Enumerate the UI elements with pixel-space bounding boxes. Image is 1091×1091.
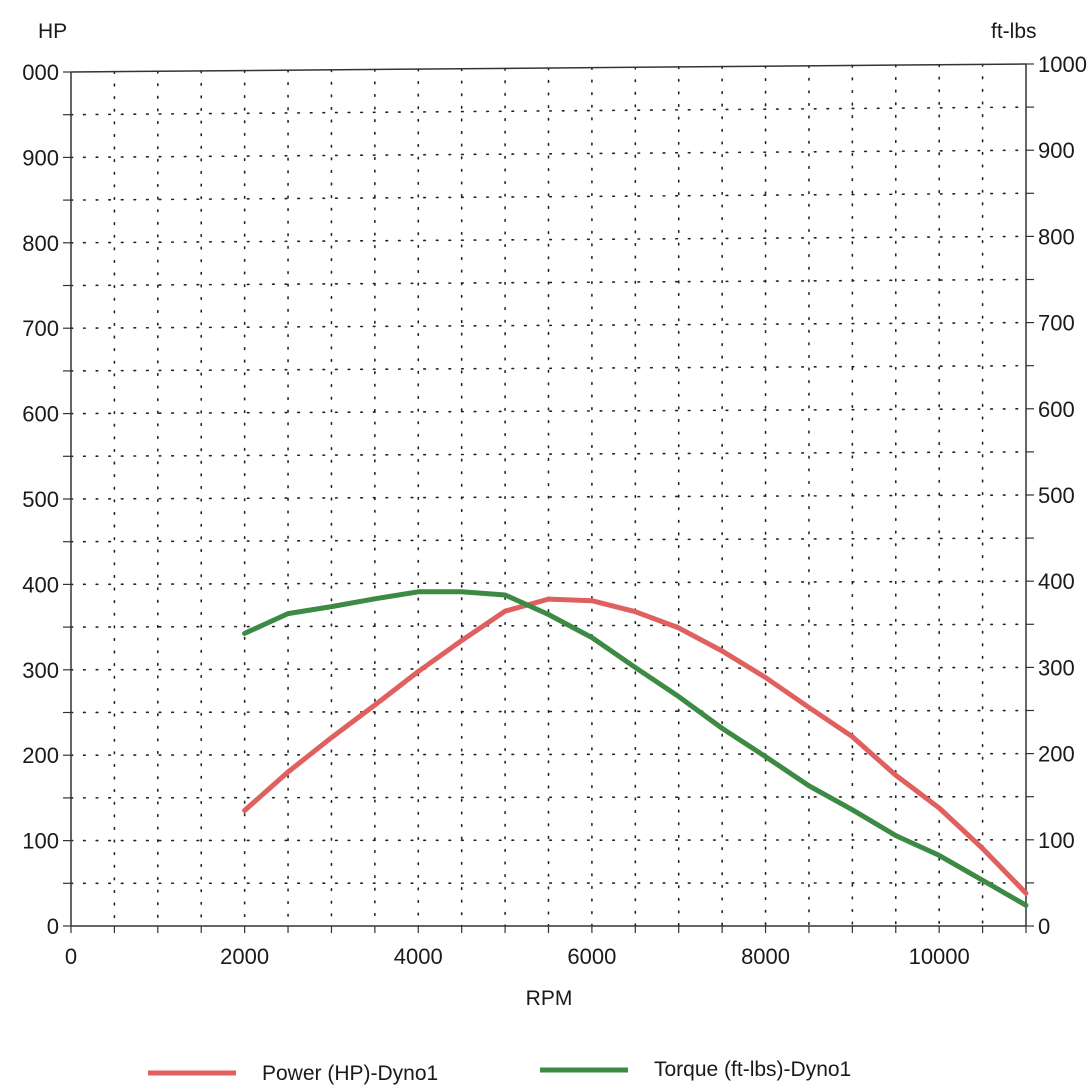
y-right-tick-label: 300 [1038,655,1075,680]
grid-line-horizontal [70,149,1027,159]
grid-line-horizontal [70,494,1027,500]
y-left-tick-label: 900 [22,145,59,170]
plot-top-edge [70,63,1027,73]
legend: Power (HP)-Dyno1 Torque (ft-lbs)-Dyno1 [148,1058,851,1085]
grid-line-horizontal [70,537,1027,543]
grid-line-horizontal [70,321,1027,330]
y-left-tick-label: 0 [47,914,59,939]
y-left-tick-label: 800 [22,231,59,256]
x-axis-title: RPM [526,987,573,1010]
y-left-tick-label: 200 [22,743,59,768]
grid-line-horizontal [70,407,1027,415]
series-layer [242,589,1029,908]
x-tick-label: 10000 [909,944,970,969]
legend-label-power: Power (HP)-Dyno1 [262,1062,438,1085]
y-left-tick-label: 000 [22,60,59,85]
y-right-tick-label: 100 [1038,828,1075,853]
x-tick-label: 2000 [220,944,269,969]
y-left-tick-label: 600 [22,402,59,427]
y-right-tick-label: 200 [1038,742,1075,767]
y-right-tick-label: 800 [1038,224,1075,249]
y-left-tick-label: 400 [22,572,59,597]
x-tick-label: 8000 [741,944,790,969]
grid-line-horizontal [70,623,1027,628]
y-right-axis-title: ft-lbs [991,20,1037,43]
x-tick-label: 6000 [567,944,616,969]
y-right-tick-label: 1000 [1038,52,1087,77]
grid-line-horizontal [70,709,1027,714]
series-line-power [242,596,1029,896]
y-left-tick-label: 700 [22,316,59,341]
x-tick-label: 0 [65,944,77,969]
grid-line-horizontal [70,106,1027,116]
y-left-tick-label: 100 [22,829,59,854]
y-right-tick-label: 0 [1038,914,1050,939]
axes-layer: 0100200300400500600700800900000010020030… [22,52,1087,969]
grid-line-horizontal [70,752,1027,757]
grid-line-horizontal [70,795,1027,799]
grid-line-horizontal [70,192,1027,201]
grid-line-horizontal [70,580,1027,586]
grid-line-horizontal [70,364,1027,372]
y-left-axis-title: HP [38,20,67,43]
x-tick-label: 4000 [394,944,443,969]
y-left-tick-label: 500 [22,487,59,512]
y-right-tick-label: 700 [1038,311,1075,336]
grid-line-horizontal [70,278,1027,287]
y-right-tick-label: 600 [1038,397,1075,422]
grid-line-horizontal [70,838,1027,842]
y-left-tick-label: 300 [22,658,59,683]
y-right-tick-label: 400 [1038,569,1075,594]
y-right-tick-label: 500 [1038,483,1075,508]
grid-line-horizontal [70,451,1027,458]
grid-line-horizontal [70,235,1027,244]
y-right-tick-label: 900 [1038,138,1075,163]
grid-layer [70,63,1027,927]
grid-line-horizontal [70,666,1027,671]
series-line-torque [242,589,1029,908]
legend-label-torque: Torque (ft-lbs)-Dyno1 [654,1058,851,1081]
